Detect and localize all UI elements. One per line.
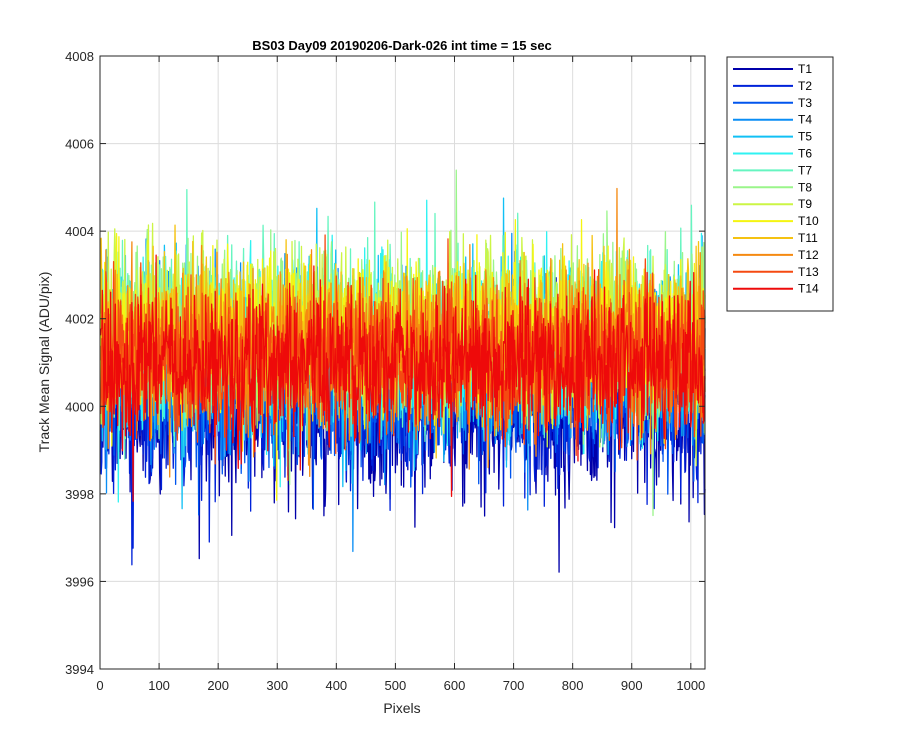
legend-label-t1: T1 bbox=[798, 62, 812, 76]
y-tick-label: 3996 bbox=[65, 574, 94, 589]
x-tick-label: 500 bbox=[385, 678, 407, 693]
plot-frame bbox=[99, 55, 706, 670]
x-tick-label: 400 bbox=[325, 678, 347, 693]
x-tick-label: 800 bbox=[562, 678, 584, 693]
y-tick-label: 4008 bbox=[65, 49, 94, 64]
legend-label-t3: T3 bbox=[798, 96, 812, 110]
y-tick-label: 4000 bbox=[65, 399, 94, 414]
legend-label-t8: T8 bbox=[798, 180, 812, 194]
axes: 0 100 200 300 400 500 600 700 800 900 1000 3994 3996… bbox=[65, 49, 705, 693]
y-axis-label: Track Mean Signal (ADU/pix) bbox=[36, 272, 52, 453]
y-tick-label: 3994 bbox=[65, 662, 94, 677]
x-tick-label: 300 bbox=[266, 678, 288, 693]
x-tick-label: 1000 bbox=[676, 678, 705, 693]
x-axis-label: Pixels bbox=[383, 700, 420, 716]
legend-label-t5: T5 bbox=[798, 130, 812, 144]
x-tick-label: 100 bbox=[148, 678, 170, 693]
chart-title: BS03 Day09 20190206-Dark-026 int time = … bbox=[252, 38, 552, 53]
legend-label-t4: T4 bbox=[798, 113, 812, 127]
legend-box bbox=[726, 56, 834, 312]
series-layer bbox=[99, 169, 706, 573]
legend-label-t10: T10 bbox=[798, 214, 819, 228]
x-tick-label: 600 bbox=[444, 678, 466, 693]
series-line-t14 bbox=[99, 254, 706, 502]
y-tick-label: 4006 bbox=[65, 137, 94, 152]
x-tick-label: 700 bbox=[503, 678, 525, 693]
x-tick-label: 0 bbox=[96, 678, 103, 693]
y-tick-label: 4002 bbox=[65, 312, 94, 327]
legend-label-t14: T14 bbox=[798, 282, 819, 296]
y-tick-label: 4004 bbox=[65, 224, 94, 239]
y-tick-label: 3998 bbox=[65, 487, 94, 502]
x-tick-label: 900 bbox=[621, 678, 643, 693]
legend-label-t6: T6 bbox=[798, 147, 812, 161]
legend-label-t12: T12 bbox=[798, 248, 819, 262]
legend-label-t2: T2 bbox=[798, 79, 812, 93]
legend-label-t9: T9 bbox=[798, 197, 812, 211]
legend-label-t7: T7 bbox=[798, 163, 812, 177]
legend-label-t13: T13 bbox=[798, 265, 819, 279]
x-tick-label: 200 bbox=[207, 678, 229, 693]
legend: T1 T2 T3 T4 T5 T6 T7 T8 T9 T10 T11 T12 T13 T14 bbox=[726, 56, 834, 312]
legend-label-t11: T11 bbox=[798, 231, 818, 245]
